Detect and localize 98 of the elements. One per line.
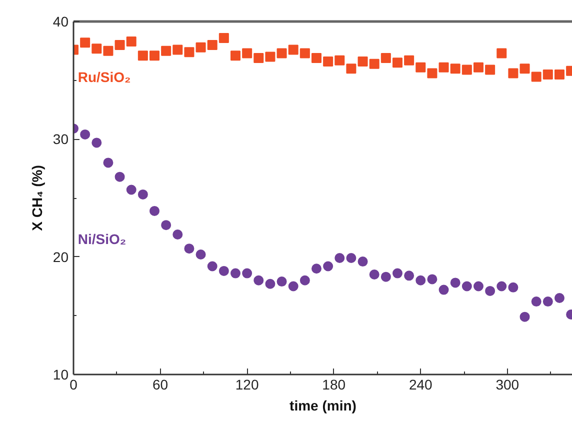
- point: [230, 50, 240, 61]
- x-tick-label: 180: [322, 376, 346, 392]
- point: [218, 32, 229, 43]
- point: [126, 36, 136, 47]
- point: [184, 244, 194, 254]
- x-axis-title: time (min): [290, 398, 356, 414]
- point: [369, 269, 380, 280]
- point: [392, 268, 402, 278]
- point: [508, 68, 518, 78]
- y-tick-label: 20: [52, 248, 69, 265]
- point: [114, 172, 125, 182]
- point: [427, 274, 438, 284]
- point: [300, 275, 310, 286]
- point: [346, 253, 356, 263]
- point: [172, 44, 183, 55]
- point: [462, 281, 472, 292]
- x-tick-label: 0: [70, 376, 78, 392]
- x-tick-label: 120: [235, 376, 259, 392]
- point: [149, 206, 160, 216]
- point: [520, 64, 530, 74]
- point: [196, 249, 206, 260]
- point: [473, 281, 484, 292]
- point: [485, 286, 496, 296]
- point: [254, 52, 264, 63]
- point: [230, 268, 240, 278]
- point: [207, 261, 218, 272]
- point: [265, 278, 276, 289]
- point: [508, 282, 518, 292]
- point: [207, 40, 218, 50]
- point: [404, 55, 414, 66]
- point: [311, 264, 322, 274]
- point: [114, 40, 125, 50]
- point: [92, 44, 102, 54]
- point: [554, 69, 564, 80]
- point: [358, 256, 368, 267]
- point: [334, 253, 345, 263]
- point: [323, 261, 334, 272]
- point: [103, 46, 114, 56]
- point: [196, 42, 206, 52]
- point: [542, 296, 553, 307]
- point: [462, 64, 472, 75]
- point: [438, 62, 449, 72]
- point: [554, 293, 564, 304]
- series-label: Ru/SiO₂: [78, 68, 131, 85]
- point: [520, 312, 530, 322]
- point: [288, 44, 298, 55]
- text: Ni/SiO₂: [78, 231, 126, 248]
- point: [496, 281, 507, 292]
- point: [184, 47, 194, 58]
- x-tick-label: 300: [496, 376, 520, 392]
- y-axis-title: X CH₄ (%): [28, 165, 45, 231]
- point: [254, 275, 264, 286]
- point: [496, 48, 507, 58]
- point: [161, 46, 172, 56]
- point: [438, 284, 449, 295]
- point: [404, 270, 414, 281]
- point: [80, 38, 90, 48]
- y-tick-label: 10: [52, 366, 69, 382]
- point: [485, 64, 496, 75]
- point: [531, 72, 542, 82]
- point: [392, 58, 402, 68]
- point: [92, 138, 102, 148]
- point: [380, 272, 391, 282]
- point: [473, 62, 484, 72]
- point: [172, 229, 183, 240]
- point: [427, 68, 438, 78]
- point: [346, 64, 356, 74]
- point: [242, 268, 252, 278]
- point: [161, 220, 172, 230]
- point: [531, 296, 542, 307]
- point: [311, 52, 322, 63]
- point: [242, 48, 252, 58]
- point: [276, 276, 287, 287]
- point: [334, 55, 345, 66]
- point: [138, 189, 148, 200]
- x-tick-label: 240: [408, 376, 433, 392]
- x-tick-label: 60: [152, 376, 168, 392]
- point: [300, 48, 310, 58]
- y-tick-label: 30: [52, 131, 69, 148]
- point: [103, 158, 114, 168]
- point: [358, 56, 368, 67]
- point: [323, 56, 334, 67]
- point: [450, 64, 460, 74]
- point: [126, 184, 136, 195]
- point: [265, 52, 276, 62]
- point: [276, 48, 287, 58]
- point: [149, 50, 160, 61]
- y-tick-label: 40: [52, 14, 69, 30]
- point: [288, 281, 298, 292]
- point: [218, 266, 229, 276]
- point: [138, 50, 148, 61]
- point: [542, 69, 553, 80]
- point: [450, 278, 460, 288]
- point: [80, 129, 90, 140]
- point: [416, 275, 426, 286]
- point: [380, 52, 391, 63]
- point: [369, 58, 380, 69]
- point: [416, 62, 426, 72]
